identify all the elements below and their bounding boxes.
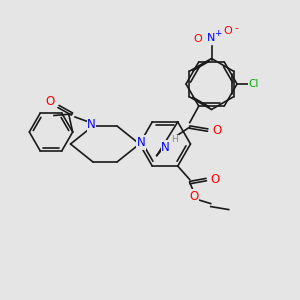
Text: N: N [136, 136, 146, 149]
Text: O: O [46, 95, 55, 109]
Text: H: H [171, 135, 178, 144]
Text: O: O [224, 26, 232, 37]
Text: O: O [194, 34, 202, 44]
Text: N: N [207, 33, 216, 43]
Text: +: + [214, 29, 222, 38]
Text: N: N [161, 141, 170, 154]
Text: O: O [190, 190, 199, 202]
Text: Cl: Cl [248, 79, 259, 89]
Text: -: - [234, 23, 238, 33]
Text: N: N [87, 118, 96, 131]
Text: O: O [212, 124, 221, 136]
Text: O: O [211, 173, 220, 186]
